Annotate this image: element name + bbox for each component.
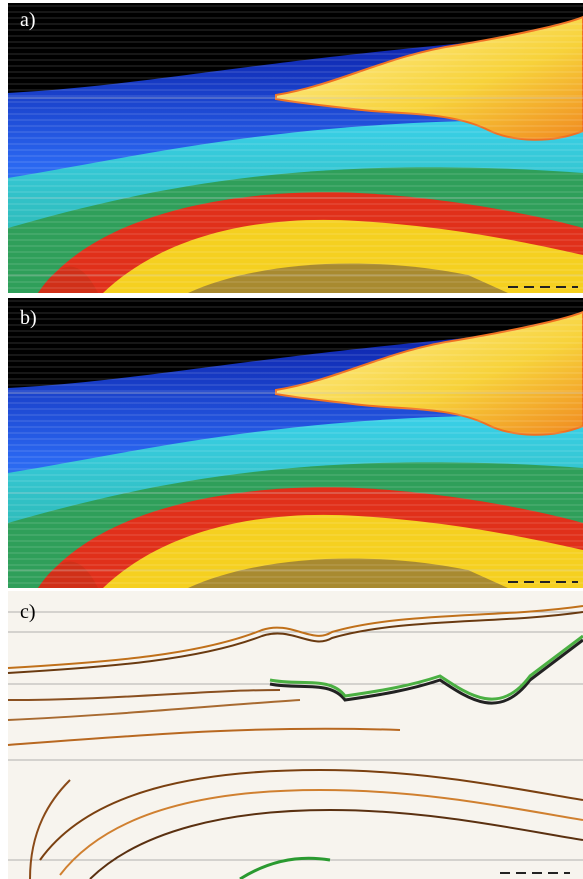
panel-a: a) bbox=[8, 3, 583, 293]
page: a) b) c) (() => { const data = bbox=[0, 0, 583, 879]
panel-label: c) bbox=[20, 601, 36, 623]
panel-label: b) bbox=[20, 307, 37, 329]
panel-c: c) bbox=[8, 591, 583, 879]
panel-b: b) bbox=[8, 298, 583, 588]
panel-label: a) bbox=[20, 9, 36, 31]
figure: a) b) c) bbox=[0, 0, 583, 879]
